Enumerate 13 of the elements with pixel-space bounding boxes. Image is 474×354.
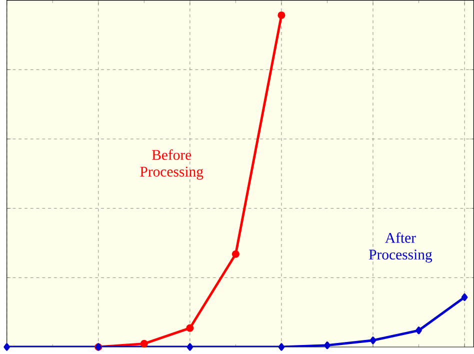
point xyxy=(416,326,422,334)
point xyxy=(232,250,240,258)
point xyxy=(186,324,194,332)
point xyxy=(4,343,10,351)
text: After Processing xyxy=(369,232,432,263)
text: Before Processing xyxy=(140,149,204,180)
point xyxy=(278,12,286,20)
point xyxy=(278,343,285,351)
point xyxy=(140,340,148,348)
point xyxy=(186,343,194,351)
point xyxy=(324,342,330,350)
point xyxy=(370,336,376,344)
point xyxy=(461,294,468,302)
